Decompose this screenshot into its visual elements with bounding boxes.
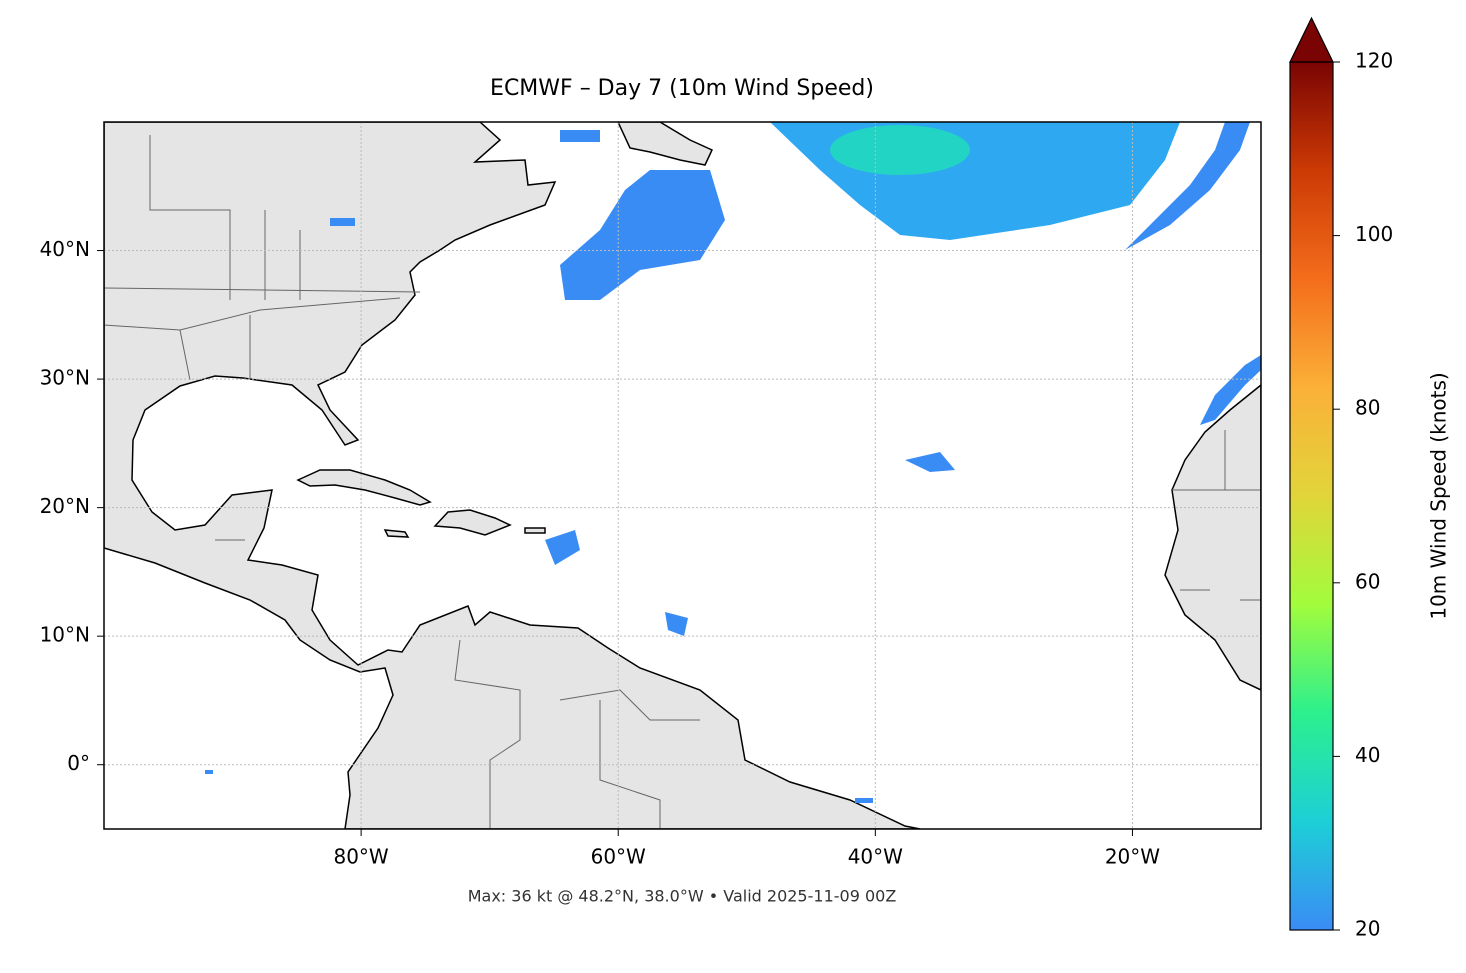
x-tick-label: 20°W xyxy=(1105,845,1160,869)
colorbar xyxy=(1290,62,1333,930)
y-tick-label: 0° xyxy=(67,751,90,775)
colorbar-tick-label: 100 xyxy=(1355,222,1393,246)
jamaica xyxy=(383,529,410,538)
y-tick-label: 20°N xyxy=(40,494,90,518)
map xyxy=(104,122,1261,829)
puerto-rico xyxy=(524,527,546,534)
colorbar-tick-label: 40 xyxy=(1355,743,1380,767)
annotation: Max: 36 kt @ 48.2°N, 38.0°W • Valid 2025… xyxy=(468,887,897,906)
grid xyxy=(104,122,1261,829)
y-tick-label: 40°N xyxy=(40,237,90,261)
colorbar-tick-label: 80 xyxy=(1355,396,1380,420)
colorbar-extension xyxy=(1289,16,1334,63)
colorbar-label: 10m Wind Speed (knots) xyxy=(1427,372,1451,619)
cuba xyxy=(296,469,432,506)
borders xyxy=(104,135,1261,829)
x-tick-label: 40°W xyxy=(848,845,903,869)
x-tick-label: 60°W xyxy=(591,845,646,869)
y-tick-label: 10°N xyxy=(40,623,90,647)
x-tick-label: 80°W xyxy=(333,845,388,869)
colorbar-tick-label: 120 xyxy=(1355,49,1393,73)
colorbar-tick-label: 20 xyxy=(1355,917,1380,941)
colorbar-frame xyxy=(1289,61,1334,931)
wind-field xyxy=(205,122,1261,803)
chart-title: ECMWF – Day 7 (10m Wind Speed) xyxy=(490,76,874,101)
hispaniola xyxy=(433,509,512,536)
colorbar-tick-label: 60 xyxy=(1355,569,1380,593)
y-tick-label: 30°N xyxy=(40,366,90,390)
africa xyxy=(1164,384,1261,691)
newfoundland xyxy=(617,122,713,166)
americas xyxy=(104,122,921,829)
map-frame xyxy=(103,121,1262,830)
